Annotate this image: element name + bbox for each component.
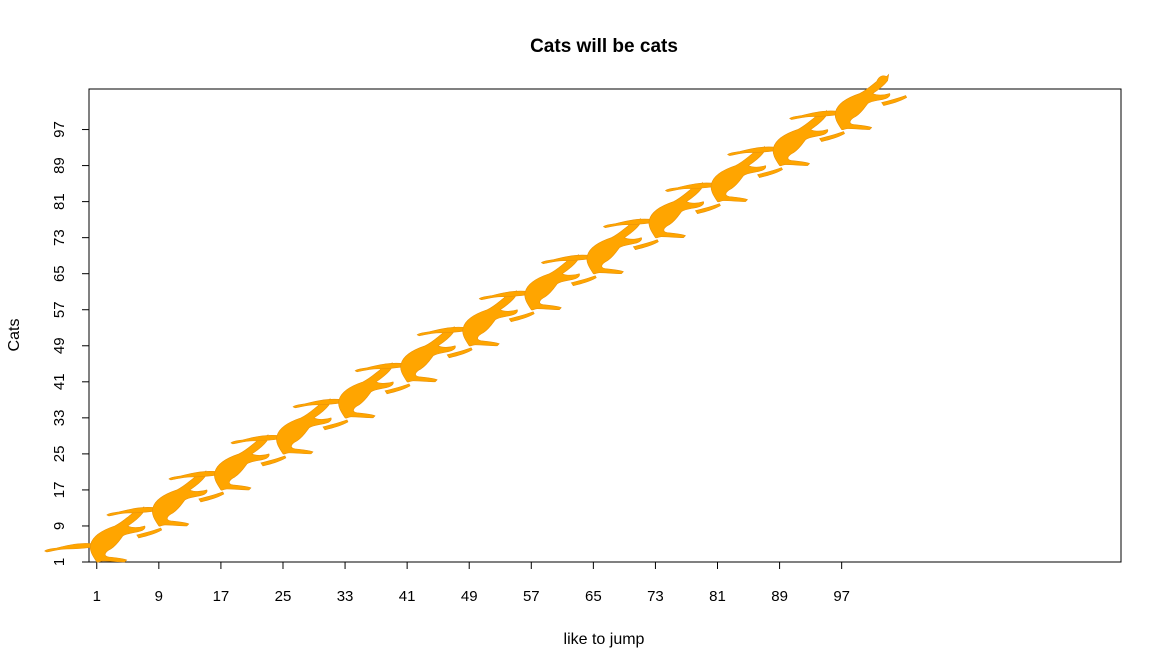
- cat-tail: [44, 543, 96, 553]
- cat-body: [152, 470, 208, 527]
- cat-body: [214, 434, 270, 491]
- cat-leg: [694, 203, 721, 214]
- cat-marker: [665, 145, 783, 203]
- x-tick-label: 9: [155, 588, 163, 605]
- cat-marker: [292, 361, 411, 419]
- cat-markers: [44, 73, 908, 563]
- cat-tail: [540, 254, 592, 265]
- x-tick-label: 81: [709, 588, 726, 605]
- cat-body: [586, 217, 642, 275]
- cat-leg: [322, 419, 349, 431]
- cat-leg: [508, 311, 535, 323]
- x-tick-label: 25: [275, 588, 292, 605]
- cat-leg: [819, 131, 845, 142]
- cat-marker: [416, 289, 535, 347]
- cat-marker: [602, 181, 721, 239]
- x-tick-label: 73: [647, 588, 664, 605]
- cat-tail: [416, 326, 468, 337]
- cat-tail: [602, 218, 654, 228]
- cat-marker: [168, 434, 287, 491]
- y-tick-label: 65: [51, 265, 68, 282]
- cat-leg: [570, 275, 597, 287]
- cat-body: [710, 145, 767, 203]
- x-axis-label: like to jump: [564, 631, 645, 648]
- y-tick-label: 73: [51, 229, 68, 246]
- cat-marker: [789, 73, 908, 131]
- chart-title: Cats will be cats: [530, 36, 678, 57]
- cat-body: [89, 506, 146, 563]
- cat-marker: [540, 217, 659, 275]
- cat-marker: [727, 109, 845, 167]
- y-tick-label: 57: [51, 301, 68, 318]
- cat-leg: [198, 491, 225, 503]
- cat-tail: [354, 362, 406, 373]
- x-tick-label: 97: [833, 588, 850, 605]
- cat-tail: [789, 110, 841, 120]
- cat-body: [462, 289, 518, 347]
- x-tick-label: 57: [523, 588, 540, 605]
- cat-tail: [727, 146, 778, 156]
- x-tick-label: 1: [93, 588, 101, 605]
- cat-tail: [665, 182, 716, 192]
- y-tick-label: 17: [51, 482, 68, 499]
- cat-marker: [478, 253, 597, 311]
- cat-body: [400, 325, 456, 383]
- x-tick-label: 17: [213, 588, 230, 605]
- cat-body: [648, 181, 704, 239]
- x-tick-label: 49: [461, 588, 478, 605]
- cat-marker: [230, 398, 349, 455]
- y-axis: 1 9 17 25 33 41 49 57 65 73 81 89 97: [51, 121, 90, 566]
- cat-leg: [881, 95, 908, 106]
- cat-tail: [292, 398, 344, 409]
- cat-tail: [168, 470, 220, 481]
- y-tick-label: 1: [51, 558, 68, 566]
- y-tick-label: 25: [51, 446, 68, 463]
- cat-body: [338, 361, 394, 419]
- y-tick-label: 33: [51, 410, 68, 427]
- cat-leg: [757, 167, 783, 178]
- y-tick-label: 97: [51, 121, 68, 138]
- cat-marker: [354, 325, 473, 383]
- y-axis-label: Cats: [6, 319, 23, 352]
- cat-body: [834, 73, 891, 131]
- x-axis: 1 9 17 25 33 41 49 57 65 73 81 89 97: [93, 561, 850, 605]
- y-tick-label: 49: [51, 337, 68, 354]
- cat-marker: [44, 506, 163, 563]
- y-tick-label: 89: [51, 157, 68, 174]
- cat-leg: [260, 455, 287, 467]
- y-tick-label: 81: [51, 193, 68, 210]
- plot-frame: [88, 88, 1122, 563]
- y-tick-label: 9: [51, 522, 68, 530]
- cat-marker: [106, 470, 225, 527]
- x-tick-label: 41: [399, 588, 416, 605]
- x-tick-label: 33: [337, 588, 354, 605]
- cat-body: [276, 398, 332, 455]
- cat-leg: [446, 347, 473, 359]
- cat-tail: [106, 507, 158, 517]
- x-tick-label: 65: [585, 588, 602, 605]
- x-tick-label: 89: [771, 588, 788, 605]
- cat-tail: [478, 290, 530, 301]
- cat-leg: [632, 239, 659, 251]
- cat-leg: [384, 383, 411, 395]
- cat-tail: [230, 434, 282, 445]
- cat-body: [524, 253, 580, 311]
- cat-leg: [136, 527, 163, 539]
- cat-body: [772, 109, 829, 167]
- y-tick-label: 41: [51, 373, 68, 390]
